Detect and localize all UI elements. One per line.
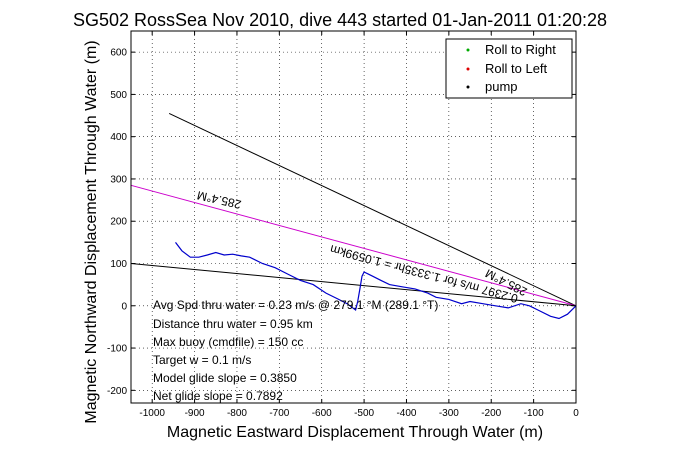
stats-line: Target w = 0.1 m/s (153, 353, 251, 367)
y-tick-label: 400 (110, 132, 127, 143)
axis-ticks: -1000 -900 -800 -700 -600 -500 -400 -300 -200 -10… (107, 31, 579, 419)
y-tick-label: 600 (110, 48, 127, 59)
reference-line (130, 263, 577, 307)
legend: Roll to Right Roll to Left pump (445, 38, 573, 99)
stats-line: Avg Spd thru water = 0.23 m/s @ 279.1 °M… (153, 298, 438, 312)
plot-frame (130, 30, 577, 404)
legend-label-pump: pump (485, 79, 518, 94)
reference-lines (130, 112, 577, 307)
stats-line: Net glide slope = 0.7892 (153, 389, 283, 403)
y-tick-label: -200 (107, 386, 127, 397)
y-tick-label: 300 (110, 174, 127, 185)
y-tick-label: 0 (121, 301, 127, 312)
y-axis-label: Magnetic Northward Displacement Through … (83, 40, 100, 423)
x-tick-label: -300 (439, 408, 459, 419)
x-tick-label: -600 (312, 408, 332, 419)
legend-marker-roll-right (466, 48, 470, 52)
legend-marker-roll-left (466, 67, 470, 71)
legend-label-roll-right: Roll to Right (485, 42, 556, 57)
x-tick-label: -200 (481, 408, 501, 419)
x-tick-label: -700 (269, 408, 289, 419)
x-tick-label: -400 (396, 408, 416, 419)
x-tick-label: -100 (524, 408, 544, 419)
stats-line: Model glide slope = 0.3850 (153, 371, 297, 385)
y-tick-label: -100 (107, 344, 127, 355)
y-tick-label: 200 (110, 217, 127, 228)
reference-line (168, 112, 577, 307)
y-tick-label: 500 (110, 90, 127, 101)
y-tick-label: 100 (110, 259, 127, 270)
chart-title: SG502 RossSea Nov 2010, dive 443 started… (73, 10, 607, 30)
stats-line: Max buoy (cmdfile) = 150 cc (153, 335, 303, 349)
x-tick-label: 0 (573, 408, 579, 419)
x-tick-label: -1000 (139, 408, 165, 419)
legend-marker-pump (466, 85, 470, 89)
track-series (175, 242, 577, 320)
x-axis-label: Magnetic Eastward Displacement Through W… (167, 424, 543, 441)
legend-label-roll-left: Roll to Left (485, 61, 548, 76)
x-tick-label: -900 (185, 408, 205, 419)
x-tick-label: -500 (354, 408, 374, 419)
reference-line (130, 184, 577, 307)
stats-line: Distance thru water = 0.95 km (153, 317, 313, 331)
x-tick-label: -800 (227, 408, 247, 419)
glider-track-line (175, 242, 577, 320)
stats-text-block: Avg Spd thru water = 0.23 m/s @ 279.1 °M… (153, 298, 438, 403)
